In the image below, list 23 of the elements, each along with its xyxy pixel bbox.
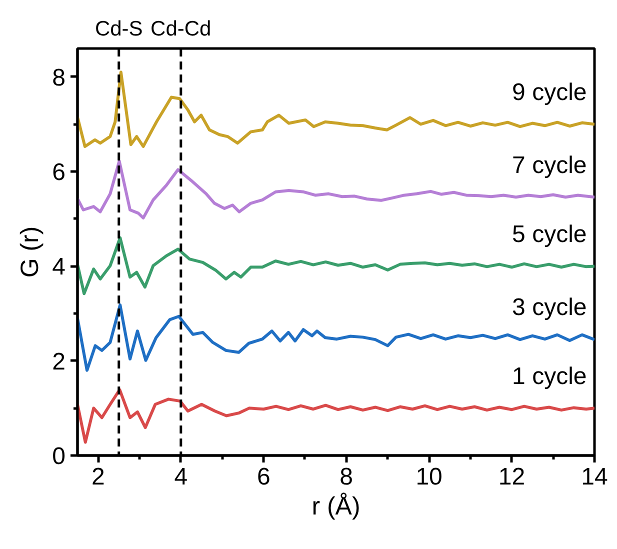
series-label: 1 cycle — [512, 362, 587, 390]
x-tick-label: 14 — [581, 464, 608, 490]
x-tick-label: 8 — [340, 464, 354, 490]
x-tick-label: 2 — [92, 464, 105, 490]
series-label: 9 cycle — [512, 78, 587, 106]
x-tick-label: 6 — [256, 464, 270, 490]
line-series — [78, 388, 594, 444]
x-tick-label: 4 — [174, 464, 188, 490]
ref-line-label: Cd-Cd — [150, 18, 212, 40]
x-axis-title: r (Å) — [312, 492, 360, 520]
series-label: 3 cycle — [512, 294, 587, 322]
y-tick-label: 6 — [52, 159, 66, 186]
series-label: 7 cycle — [512, 152, 587, 179]
x-tick-label: 10 — [416, 464, 442, 490]
y-tick-label: 2 — [52, 348, 66, 376]
y-tick-label: 0 — [52, 443, 66, 470]
y-tick-label: 4 — [52, 254, 66, 281]
x-tick-label: 12 — [498, 464, 526, 490]
line-series — [78, 70, 594, 148]
ref-line-label: Cd-S — [94, 18, 143, 40]
series-label: 5 cycle — [512, 220, 587, 248]
y-axis-title: G (r) — [16, 226, 44, 278]
y-tick-label: 8 — [52, 64, 66, 92]
